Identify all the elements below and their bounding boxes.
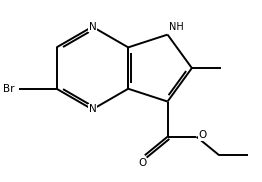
Text: N: N xyxy=(89,22,96,32)
Text: NH: NH xyxy=(169,22,184,32)
Text: O: O xyxy=(139,158,147,168)
Text: O: O xyxy=(199,130,207,141)
Text: Br: Br xyxy=(3,84,14,94)
Text: N: N xyxy=(89,104,96,114)
